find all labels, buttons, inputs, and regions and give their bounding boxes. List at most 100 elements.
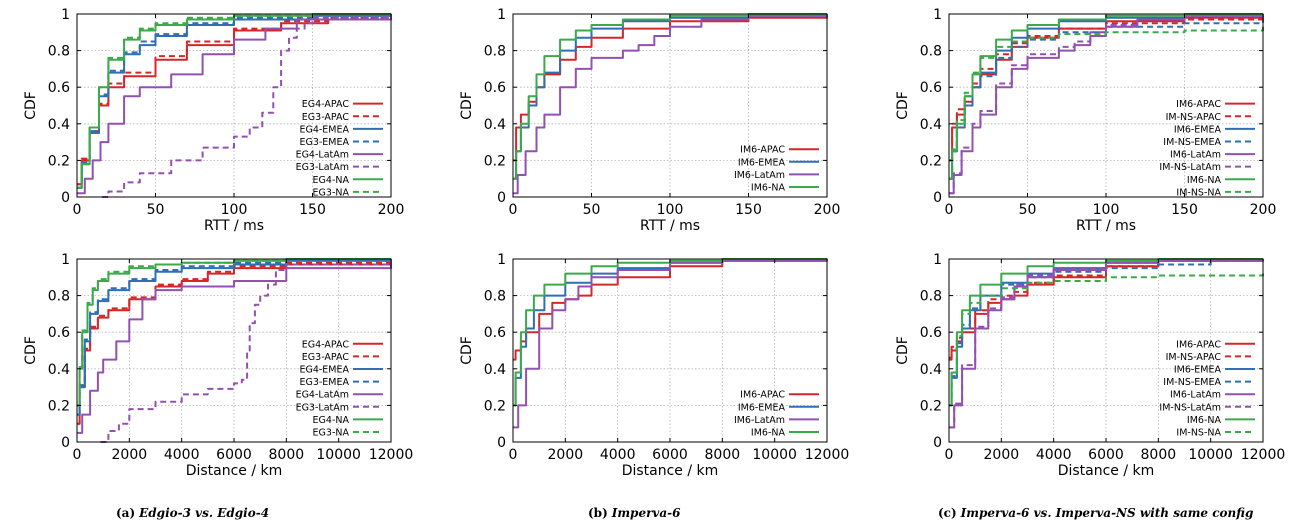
x-tick-label: 6000: [1088, 447, 1124, 463]
x-tick-label: 12000: [805, 447, 850, 463]
legend-entry-label: EG3-EMEA: [299, 137, 349, 148]
y-axis-label: CDF: [23, 91, 39, 120]
y-tick-label: 0.8: [484, 44, 506, 60]
chart-panel-4: 0 2000 4000 6000 8000 10000 12000 0 0.2 0.4 0.6 0.8…: [23, 252, 413, 479]
x-axis-label: Distance / km: [1058, 463, 1155, 479]
y-tick-label: 1: [497, 252, 506, 268]
legend-entry-label: IM6-APAC: [740, 145, 785, 156]
caption-c: (c) Imperva-6 vs. Imperva-NS with same co…: [938, 506, 1253, 520]
y-tick-label: 0.6: [48, 325, 70, 341]
y-axis-label: CDF: [895, 91, 911, 120]
x-tick-label: 200: [814, 202, 841, 218]
y-tick-label: 1: [933, 7, 942, 23]
legend-entry-label: IM6-NA: [751, 183, 786, 194]
legend-entry-label: EG3-LatAm: [296, 402, 349, 413]
y-axis-label: CDF: [895, 336, 911, 365]
x-tick-label: 0: [945, 447, 954, 463]
y-axis-label: CDF: [23, 336, 39, 365]
legend-entry-label: IM6-LatAm: [734, 415, 785, 426]
series-line-im-ns-na: [949, 26, 1264, 180]
series-group: [77, 13, 392, 198]
series-line-eg3-na: [77, 13, 391, 189]
legend-entry-label: IM6-APAC: [740, 390, 785, 401]
x-tick-label: 50: [1019, 202, 1037, 218]
y-tick-label: 0.4: [484, 362, 506, 378]
y-tick-label: 0: [933, 190, 942, 206]
grid-lines: [513, 259, 827, 442]
y-tick-label: 1: [61, 252, 70, 268]
y-tick-label: 0.6: [920, 80, 942, 96]
legend-entry-label: IM6-LatAm: [734, 170, 785, 181]
legend-entry-label: EG4-APAC: [302, 339, 350, 350]
series-line-im-ns-na: [949, 273, 1264, 407]
legend-entry-label: EG4-EMEA: [299, 365, 349, 376]
grid-lines: [77, 14, 391, 197]
legend-entry-label: IM6-EMEA: [738, 402, 786, 413]
x-tick-label: 100: [221, 202, 248, 218]
legend-entry-label: IM6-EMEA: [1174, 365, 1222, 376]
legend-entry-label: IM-NS-LatAm: [1159, 402, 1221, 413]
x-tick-label: 8000: [705, 447, 741, 463]
y-tick-label: 0.4: [484, 117, 506, 133]
caption-b-label: (b): [588, 506, 608, 520]
legend-entry-label: EG4-NA: [313, 415, 350, 426]
x-tick-label: 10000: [1188, 447, 1233, 463]
x-tick-label: 4000: [1036, 447, 1072, 463]
y-axis-label: CDF: [459, 91, 475, 120]
legend-entry-label: IM6-APAC: [1176, 339, 1221, 350]
legend-entry-label: IM-NS-EMEA: [1163, 377, 1221, 388]
y-tick-label: 0.4: [920, 117, 942, 133]
chart-panel-5: 0 2000 4000 6000 8000 10000 12000 0 0.2 0.4 0.6 0.8…: [459, 252, 849, 479]
legend-entry-label: IM-NS-NA: [1176, 187, 1221, 198]
y-tick-label: 0: [61, 190, 70, 206]
y-tick-label: 0.6: [920, 325, 942, 341]
series-line-eg4-latam: [77, 259, 392, 434]
x-tick-label: 100: [657, 202, 684, 218]
caption-b: (b) Imperva-6: [588, 506, 681, 520]
y-axis-label: CDF: [459, 336, 475, 365]
x-tick-label: 6000: [652, 447, 688, 463]
x-tick-label: 4000: [164, 447, 200, 463]
legend-entry-label: EG3-APAC: [302, 112, 350, 123]
legend-entry-label: IM-NS-APAC: [1166, 352, 1222, 363]
x-tick-label: 2000: [112, 447, 148, 463]
x-tick-label: 150: [299, 202, 326, 218]
legend-entry-label: EG4-NA: [313, 175, 350, 186]
y-tick-label: 1: [933, 252, 942, 268]
y-tick-label: 0.8: [920, 289, 942, 305]
caption-a-label: (a): [116, 506, 136, 520]
x-tick-label: 12000: [369, 447, 414, 463]
y-tick-label: 0.2: [484, 153, 506, 169]
series-line-im6-latam: [513, 14, 828, 195]
series-line-im6-na: [949, 13, 1263, 180]
grid-lines: [513, 14, 827, 197]
x-tick-label: 50: [147, 202, 165, 218]
x-tick-label: 200: [1250, 202, 1277, 218]
legend-entry-label: IM6-NA: [751, 428, 786, 439]
series-line-im6-latam: [513, 259, 828, 429]
grid-lines: [77, 259, 391, 442]
y-tick-label: 0: [497, 190, 506, 206]
x-tick-label: 100: [1093, 202, 1120, 218]
y-tick-label: 0.2: [48, 398, 70, 414]
legend-entry-label: IM-NS-APAC: [1166, 112, 1222, 123]
y-tick-label: 1: [61, 7, 70, 23]
x-tick-label: 8000: [1141, 447, 1177, 463]
legend-entry-label: EG4-LatAm: [296, 390, 349, 401]
legend-entry-label: EG3-NA: [313, 187, 350, 198]
series-line-im-ns-latam: [949, 14, 1264, 195]
y-tick-label: 0: [61, 435, 70, 451]
series-group: [513, 13, 828, 195]
legend-entry-label: EG4-LatAm: [296, 150, 349, 161]
x-axis-label: RTT / ms: [1076, 218, 1136, 234]
legend-entry-label: EG3-NA: [313, 428, 350, 439]
x-tick-label: 0: [509, 447, 518, 463]
legend-entry-label: EG3-EMEA: [299, 377, 349, 388]
x-tick-label: 8000: [269, 447, 305, 463]
x-tick-label: 2000: [984, 447, 1020, 463]
x-tick-label: 0: [945, 202, 954, 218]
